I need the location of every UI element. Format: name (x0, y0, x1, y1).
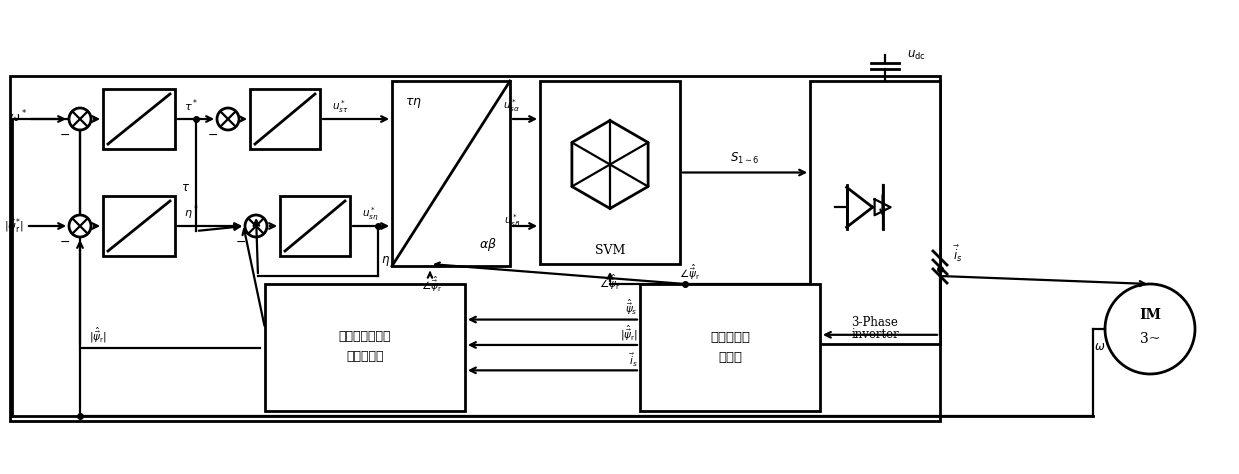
Text: $\eta$: $\eta$ (382, 254, 390, 268)
Text: $-$: $-$ (59, 128, 71, 140)
Text: $S_{1\sim6}$: $S_{1\sim6}$ (730, 151, 760, 166)
Circle shape (1105, 284, 1194, 374)
Text: $\omega$: $\omega$ (1094, 340, 1105, 354)
Bar (641, 284, 820, 411)
Text: $u^*_{s\beta}$: $u^*_{s\beta}$ (503, 212, 520, 230)
Text: $\eta^*$: $\eta^*$ (183, 204, 198, 222)
Bar (810, 81, 940, 344)
Circle shape (69, 108, 90, 130)
Text: $u^*_{s\tau}$: $u^*_{s\tau}$ (332, 99, 348, 115)
Text: $u_{\rm dc}$: $u_{\rm dc}$ (907, 48, 926, 62)
Text: $\angle\hat{\vec{\psi}}_{\rm r}$: $\angle\hat{\vec{\psi}}_{\rm r}$ (679, 262, 700, 282)
Circle shape (217, 108, 239, 130)
Text: $\angle\hat{\vec{\psi}}_{\rm r}$: $\angle\hat{\vec{\psi}}_{\rm r}$ (600, 272, 621, 292)
Bar (265, 284, 465, 411)
Text: $\tau\eta$: $\tau\eta$ (405, 96, 422, 110)
Bar (10, 76, 940, 421)
Text: $-$: $-$ (207, 128, 218, 140)
Text: $|\hat{\vec{\psi}}_{\rm r}|$: $|\hat{\vec{\psi}}_{\rm r}|$ (620, 323, 638, 343)
Circle shape (245, 215, 266, 237)
Bar (540, 81, 680, 264)
Text: $\tau$: $\tau$ (181, 181, 191, 194)
Text: $\vec{i}_s$: $\vec{i}_s$ (953, 244, 963, 264)
Text: $\angle\hat{\vec{\psi}}_{\rm r}$: $\angle\hat{\vec{\psi}}_{\rm r}$ (421, 274, 442, 294)
Text: IM: IM (1139, 308, 1161, 322)
Text: SVM: SVM (595, 244, 626, 256)
Text: $-$: $-$ (59, 235, 71, 247)
Text: $u^*_{s\alpha}$: $u^*_{s\alpha}$ (503, 98, 520, 114)
Circle shape (69, 215, 90, 237)
Text: $\tau^*$: $\tau^*$ (183, 98, 198, 114)
Text: $|\hat{\vec{\psi}}_{\rm r}|$: $|\hat{\vec{\psi}}_{\rm r}|$ (89, 326, 107, 346)
Bar (103, 196, 175, 256)
Text: 功转矩计算: 功转矩计算 (346, 350, 384, 363)
Text: $\vec{i}_s$: $\vec{i}_s$ (629, 352, 638, 369)
Bar (103, 89, 175, 149)
Text: $-$: $-$ (235, 235, 247, 247)
Bar (250, 89, 320, 149)
Text: inverter: inverter (851, 328, 898, 340)
Bar (392, 81, 510, 266)
Text: $\omega^*$: $\omega^*$ (9, 109, 27, 125)
Text: 3~: 3~ (1140, 332, 1160, 346)
Bar (280, 196, 349, 256)
Text: $\alpha\beta$: $\alpha\beta$ (479, 236, 497, 253)
Text: 定、转子磁: 定、转子磁 (710, 331, 750, 344)
Text: $\hat{\vec{\psi}}_s$: $\hat{\vec{\psi}}_s$ (626, 298, 638, 318)
Text: $|\vec{\psi}_{\rm r}^{*}|$: $|\vec{\psi}_{\rm r}^{*}|$ (4, 216, 24, 236)
Text: $u^*_{s\eta}$: $u^*_{s\eta}$ (362, 205, 378, 223)
Text: 标准化转矩和无: 标准化转矩和无 (338, 330, 392, 343)
Text: 链观测: 链观测 (717, 351, 742, 364)
Text: 3-Phase: 3-Phase (851, 316, 898, 328)
